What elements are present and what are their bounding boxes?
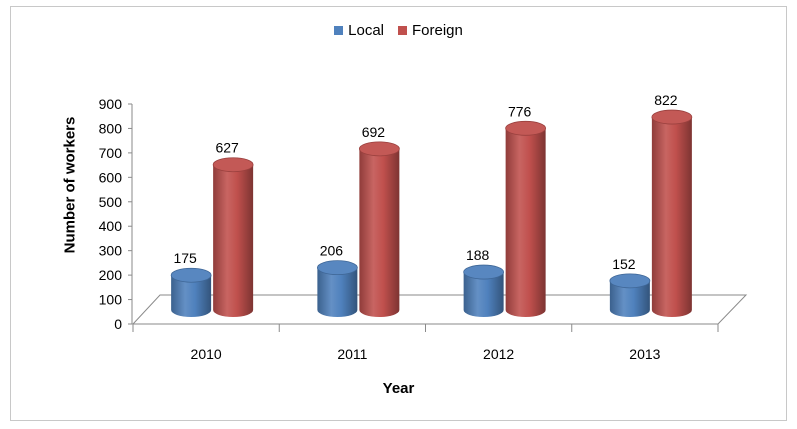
x-tick-label: 2013 <box>629 346 660 362</box>
y-tick-label: 300 <box>99 243 123 259</box>
legend-label-local: Local <box>348 22 384 39</box>
bar-foreign-2010 <box>213 164 254 318</box>
data-label-foreign-2012: 776 <box>508 103 532 119</box>
y-tick-label: 500 <box>99 194 123 210</box>
data-label-foreign-2010: 627 <box>215 140 239 156</box>
data-label-foreign-2011: 692 <box>362 124 386 140</box>
legend-item-local: Local <box>334 22 384 39</box>
bar-local-2012 <box>463 272 504 318</box>
y-tick-label: 600 <box>99 169 123 185</box>
data-label-local-2012: 188 <box>466 247 490 263</box>
bar-local-2011 <box>317 267 358 317</box>
bar-local-2013 <box>609 280 650 318</box>
data-label-local-2010: 175 <box>173 250 197 266</box>
legend-swatch-foreign <box>398 26 407 35</box>
data-label-local-2011: 206 <box>320 243 344 259</box>
bar-foreign-2012 <box>505 128 546 318</box>
y-tick-label: 400 <box>99 218 123 234</box>
bar-top-local-2010 <box>170 267 212 283</box>
y-tick-label: 200 <box>99 267 123 283</box>
bar-top-foreign-2011 <box>358 141 400 157</box>
y-tick-label: 100 <box>99 292 123 308</box>
x-tick-label: 2012 <box>483 346 514 362</box>
legend-swatch-local <box>334 26 344 35</box>
bar-local-2010 <box>171 275 212 318</box>
bar-top-foreign-2013 <box>651 109 693 125</box>
data-label-foreign-2013: 822 <box>654 92 678 108</box>
y-tick-label: 900 <box>99 96 123 112</box>
bar-top-local-2011 <box>316 260 358 276</box>
floor-plane <box>131 294 748 325</box>
bar-top-foreign-2012 <box>505 120 547 136</box>
legend-item-foreign: Foreign <box>398 22 463 39</box>
x-tick-label: 2010 <box>191 346 222 362</box>
legend: Local Foreign <box>0 22 797 39</box>
y-tick-label: 0 <box>114 316 122 332</box>
x-tick-label: 2011 <box>337 346 367 362</box>
bar-foreign-2011 <box>359 148 400 318</box>
x-axis-title: Year <box>382 380 415 397</box>
y-tick-label: 700 <box>99 145 123 161</box>
legend-label-foreign: Foreign <box>412 22 463 39</box>
data-label-local-2013: 152 <box>612 256 636 272</box>
bar-top-foreign-2010 <box>212 157 254 173</box>
y-tick-label: 800 <box>99 120 123 136</box>
bar-top-local-2012 <box>463 264 505 280</box>
bar-foreign-2013 <box>651 117 692 318</box>
bar-top-local-2013 <box>609 273 651 289</box>
